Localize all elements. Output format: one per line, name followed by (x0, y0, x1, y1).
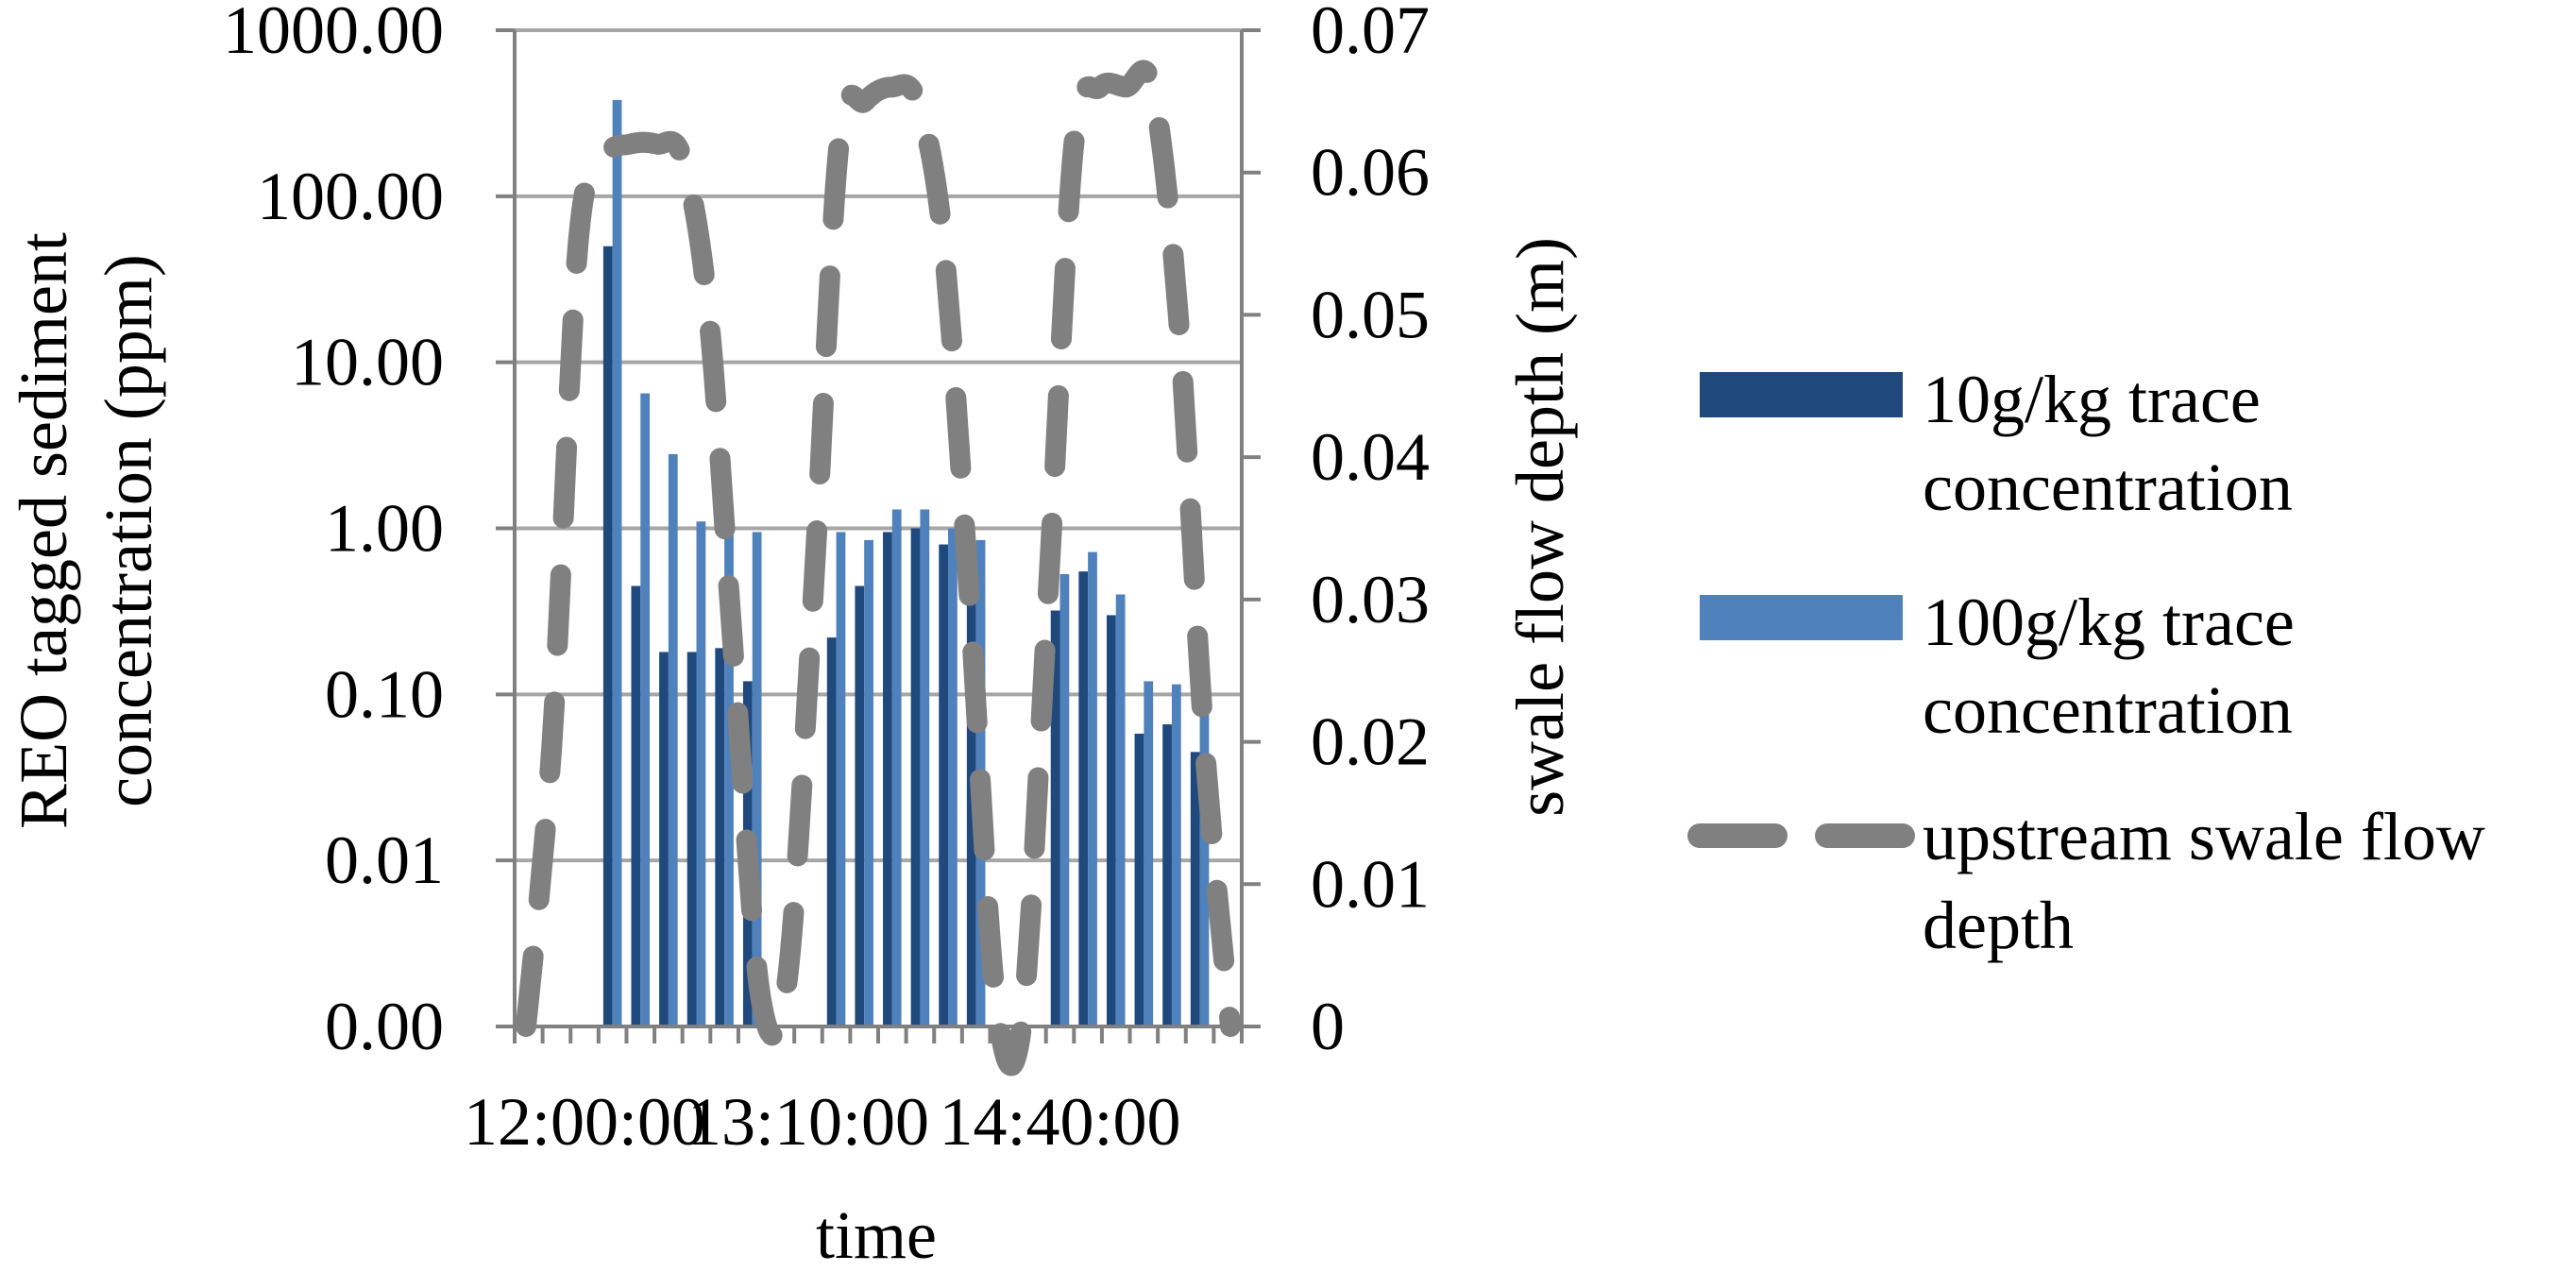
x-tick-label: 13:10:00 (687, 1084, 929, 1160)
right-tick-label: 0.06 (1311, 135, 1430, 211)
bar-100g (1199, 705, 1210, 1026)
flow-depth-line (516, 59, 1241, 1077)
bar-10g (939, 544, 949, 1026)
legend-label-100g-line-2: concentration (1923, 672, 2293, 748)
bar-100g (724, 521, 734, 1026)
x-tick-label: 14:40:00 (939, 1084, 1180, 1160)
bar-10g (883, 532, 892, 1026)
bar-10g (1134, 733, 1144, 1026)
bar-10g (1106, 615, 1116, 1026)
right-tick-label: 0.07 (1311, 0, 1430, 68)
left-tick-label: 1.00 (325, 491, 444, 567)
bar-100g (1088, 551, 1097, 1026)
bar-100g (612, 99, 622, 1026)
left-axis-title: REO tagged sediment concentration (ppm) (6, 232, 166, 829)
right-tick-label: 0.05 (1311, 277, 1430, 352)
right-axis-title-text: swale flow depth (m) (1502, 237, 1578, 817)
bar-100g (1059, 573, 1070, 1026)
bar-100g (696, 521, 706, 1026)
left-tick-label: 0.01 (325, 823, 444, 898)
legend-label-10g-line-1: 10g/kg trace (1923, 362, 2261, 437)
bar-10g (631, 585, 641, 1026)
legend-label-100g-line-1: 100g/kg trace (1923, 585, 2295, 660)
bar-100g (668, 453, 678, 1026)
left-tick-label: 0.00 (325, 989, 444, 1064)
bar-100g (836, 532, 846, 1026)
bar-100g (920, 509, 930, 1026)
legend: 10g/kg trace concentration 100g/kg trace… (1687, 362, 2485, 963)
bar-10g (659, 652, 669, 1026)
bar-10g (1190, 752, 1200, 1026)
right-tick-label: 0.03 (1311, 562, 1430, 637)
left-axis-title-line-2: concentration (ppm) (91, 254, 166, 807)
left-axis-tick-labels: 0.00 0.01 0.10 1.00 10.00 100.00 1000.00 (223, 0, 444, 1064)
x-axis-title: time (816, 1197, 937, 1272)
bar-100g (864, 539, 873, 1026)
bar-100g (948, 528, 958, 1026)
legend-item-flow-depth: upstream swale flow depth (1687, 799, 2485, 963)
axes (496, 28, 1261, 1043)
bar-10g (1078, 571, 1089, 1026)
bar-100g (1144, 681, 1154, 1026)
bar-100g (1115, 594, 1126, 1026)
bar-100g (640, 393, 651, 1026)
left-tick-label: 100.00 (257, 159, 444, 234)
bar-10g (686, 652, 697, 1026)
legend-item-100g: 100g/kg trace concentration (1700, 585, 2295, 748)
left-tick-label: 10.00 (291, 325, 444, 400)
right-tick-label: 0.02 (1311, 704, 1430, 780)
legend-label-flow-depth-line-2: depth (1923, 888, 2074, 963)
bar-10g (602, 246, 613, 1027)
bar-10g (715, 648, 725, 1026)
right-axis-tick-labels: 0 0.01 0.02 0.03 0.04 0.05 0.06 0.07 (1311, 0, 1430, 1064)
legend-label-flow-depth-line-1: upstream swale flow (1923, 799, 2485, 874)
bar-10g (910, 528, 921, 1026)
bar-100g (752, 532, 762, 1026)
left-tick-label: 0.10 (325, 656, 444, 732)
right-tick-label: 0.01 (1311, 846, 1430, 922)
bar-10g (826, 637, 837, 1026)
left-axis-title-line-1: REO tagged sediment (6, 232, 81, 829)
x-tick-label: 12:00:00 (464, 1084, 705, 1160)
legend-swatch-10g (1700, 372, 1903, 417)
legend-label-10g-line-2: concentration (1923, 449, 2293, 525)
bar-100g (1171, 684, 1181, 1026)
legend-swatch-100g (1700, 595, 1903, 640)
flow-depth-path (516, 59, 1241, 1077)
bar-10g (855, 585, 865, 1026)
right-tick-label: 0.04 (1311, 419, 1430, 495)
bar-10g (1050, 610, 1060, 1026)
right-tick-label: 0 (1311, 989, 1345, 1064)
left-tick-label: 1000.00 (223, 0, 444, 68)
legend-item-10g: 10g/kg trace concentration (1700, 362, 2293, 525)
bar-100g (891, 509, 902, 1026)
right-axis-title: swale flow depth (m) (1502, 237, 1578, 817)
bar-10g (1162, 724, 1172, 1026)
